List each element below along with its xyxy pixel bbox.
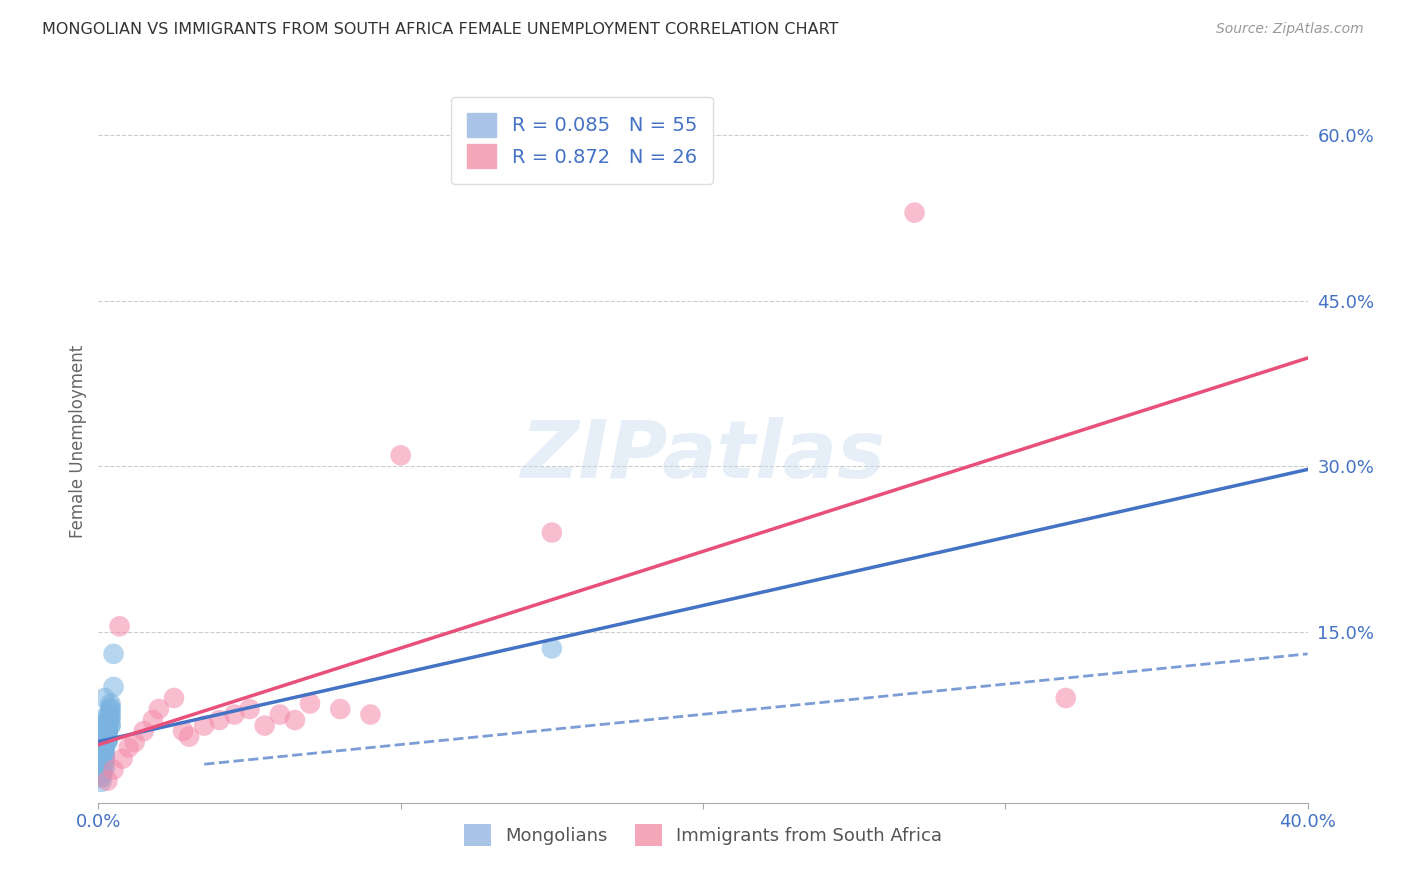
Point [172,724,194,739]
Point [96,731,118,746]
Point [103,763,125,777]
Point [96,733,118,747]
Point [93,752,115,766]
Point [100,710,122,724]
Point [100,699,122,714]
Legend: Mongolians, Immigrants from South Africa: Mongolians, Immigrants from South Africa [451,812,955,859]
Point [96,718,118,732]
Point [96,716,118,731]
Point [103,647,125,661]
Point [93,746,115,760]
Point [284,713,307,727]
Point [90,766,112,780]
Point [96,722,118,736]
Point [96,722,118,736]
Point [208,713,231,727]
Point [93,754,115,768]
Point [100,697,122,711]
Point [239,702,262,716]
Point [96,727,118,741]
Point [93,744,115,758]
Point [93,749,115,764]
Point [93,737,115,751]
Point [93,737,115,751]
Point [179,730,201,744]
Point [93,740,115,755]
Point [540,525,562,540]
Text: Source: ZipAtlas.com: Source: ZipAtlas.com [1216,22,1364,37]
Point [193,718,215,732]
Point [100,713,122,727]
Point [96,707,118,722]
Point [93,759,115,773]
Point [90,757,112,772]
Point [90,759,112,773]
Point [93,748,115,763]
Point [96,724,118,739]
Point [90,763,112,777]
Point [93,748,115,763]
Point [1054,691,1077,706]
Point [96,773,118,788]
Point [93,691,115,706]
Point [360,707,382,722]
Point [96,715,118,730]
Point [299,697,322,711]
Point [96,733,118,747]
Point [96,730,118,744]
Text: ZIPatlas: ZIPatlas [520,417,886,495]
Point [163,691,186,706]
Point [224,707,246,722]
Point [93,763,115,777]
Point [132,724,155,739]
Point [111,752,134,766]
Point [90,757,112,772]
Point [90,775,112,789]
Point [90,771,112,785]
Point [93,755,115,769]
Point [90,771,112,785]
Point [142,713,165,727]
Point [103,680,125,694]
Point [93,744,115,758]
Point [93,735,115,749]
Point [100,707,122,722]
Point [100,704,122,718]
Text: MONGOLIAN VS IMMIGRANTS FROM SOUTH AFRICA FEMALE UNEMPLOYMENT CORRELATION CHART: MONGOLIAN VS IMMIGRANTS FROM SOUTH AFRIC… [42,22,839,37]
Point [329,702,352,716]
Point [96,726,118,740]
Point [96,713,118,727]
Point [96,711,118,725]
Point [389,448,412,462]
Point [253,718,276,732]
Point [96,735,118,749]
Point [108,619,131,633]
Point [90,768,112,782]
Point [540,641,562,656]
Point [124,735,146,749]
Point [100,718,122,732]
Point [100,718,122,732]
Point [90,764,112,779]
Point [93,748,115,763]
Point [904,205,927,219]
Point [269,707,291,722]
Point [96,730,118,744]
Point [118,740,141,755]
Point [148,702,170,716]
Point [100,702,122,716]
Y-axis label: Female Unemployment: Female Unemployment [69,345,87,538]
